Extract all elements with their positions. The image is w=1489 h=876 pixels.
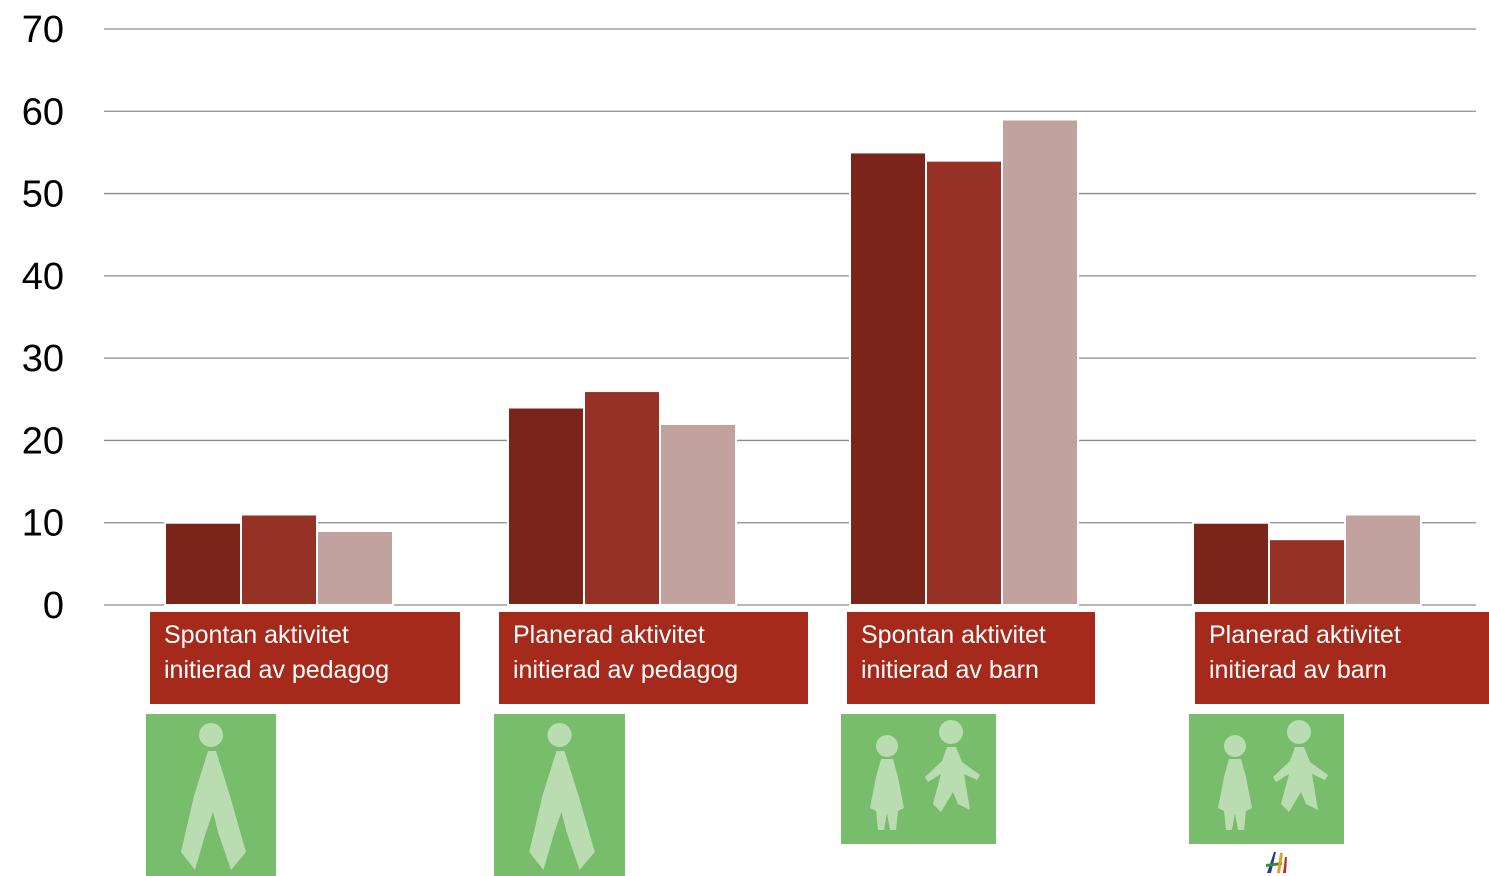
y-tick-label: 50 — [22, 174, 64, 216]
bar — [1192, 521, 1270, 607]
category-label-planerad-barn: Planerad aktivitet initierad av barn — [1195, 612, 1489, 704]
bar — [849, 151, 927, 607]
bar — [164, 521, 242, 607]
bar — [1344, 513, 1422, 606]
y-tick-label: 60 — [22, 91, 64, 133]
bars — [164, 118, 1422, 607]
adult-figure-icon — [494, 714, 625, 876]
category-label-spontan-barn: Spontan aktivitet initierad av barn — [847, 612, 1095, 704]
y-tick-label: 10 — [22, 503, 64, 545]
y-tick-label: 30 — [22, 338, 64, 380]
bar — [1268, 538, 1346, 607]
category-label-spontan-pedagog: Spontan aktivitet initierad av pedagog — [150, 612, 460, 704]
y-tick-label: 40 — [22, 256, 64, 298]
bar — [316, 529, 394, 607]
y-tick-label: 20 — [22, 420, 64, 462]
adult-figure-icon — [146, 714, 276, 876]
bar — [240, 513, 318, 606]
y-axis-ticks: 0 10 20 30 40 50 60 70 — [22, 9, 64, 627]
bar — [925, 159, 1003, 607]
two-children-icon — [841, 714, 996, 844]
y-tick-label: 0 — [43, 585, 64, 627]
y-tick-label: 70 — [22, 9, 64, 51]
bar — [1001, 118, 1079, 606]
logo-icon — [1266, 852, 1287, 873]
two-children-icon — [1189, 714, 1344, 844]
bar — [583, 390, 661, 606]
bar — [507, 406, 585, 606]
category-label-planerad-pedagog: Planerad aktivitet initierad av pedagog — [499, 612, 808, 704]
bar — [659, 422, 737, 606]
gridlines — [104, 28, 1476, 606]
